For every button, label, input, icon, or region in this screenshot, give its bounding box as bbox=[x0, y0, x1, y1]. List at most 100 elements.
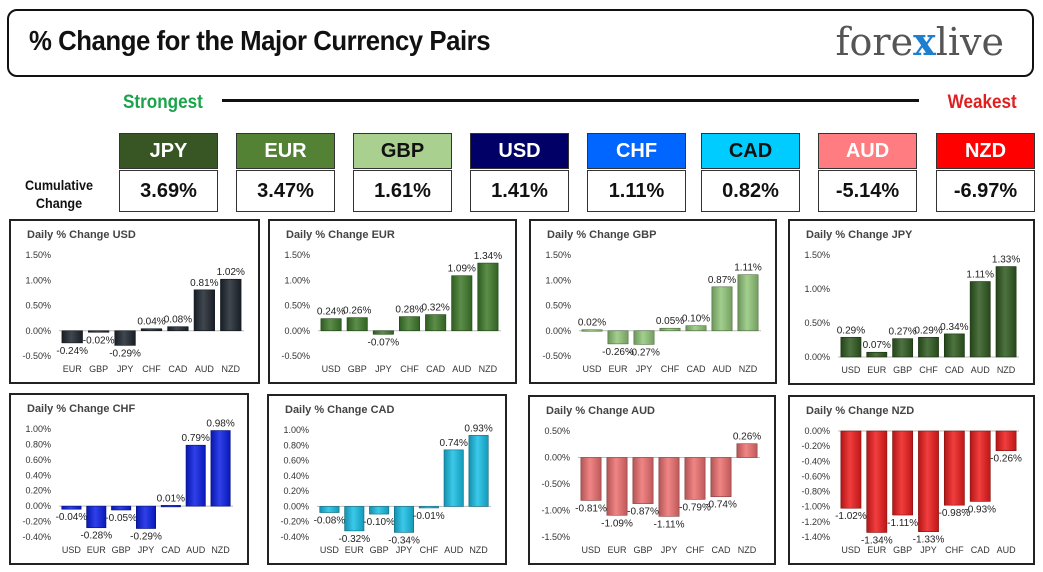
currency-header-nzd: NZD bbox=[936, 133, 1035, 169]
bar-jpy bbox=[114, 330, 136, 346]
bar-jpy bbox=[372, 330, 394, 335]
x-tick-label: CAD bbox=[711, 545, 731, 555]
data-label: -0.29% bbox=[109, 348, 141, 359]
x-tick-label: AUD bbox=[971, 365, 991, 375]
y-tick-label: -1.50% bbox=[541, 532, 570, 542]
y-tick-label: 0.80% bbox=[283, 440, 309, 450]
data-label: 0.29% bbox=[837, 325, 865, 336]
bar-usd bbox=[840, 336, 862, 358]
x-tick-label: NZD bbox=[739, 364, 758, 374]
y-tick-label: 0.60% bbox=[25, 455, 51, 465]
data-label: -0.28% bbox=[80, 531, 112, 542]
data-label: 1.11% bbox=[966, 270, 994, 281]
data-label: -0.87% bbox=[627, 507, 659, 518]
bar-gbp bbox=[892, 338, 914, 358]
chart-title: Daily % Change JPY bbox=[806, 229, 913, 241]
x-tick-label: USD bbox=[841, 545, 861, 555]
data-label: -0.07% bbox=[368, 337, 400, 348]
data-label: 0.26% bbox=[343, 306, 371, 317]
bar-cad bbox=[685, 325, 707, 332]
y-tick-label: 1.00% bbox=[545, 275, 571, 285]
y-tick-label: 0.00% bbox=[284, 326, 310, 336]
y-tick-label: 0.50% bbox=[25, 301, 51, 311]
x-tick-label: EUR bbox=[608, 364, 628, 374]
bar-eur bbox=[61, 330, 83, 344]
x-tick-label: CAD bbox=[168, 364, 188, 374]
y-tick-label: -0.40% bbox=[801, 456, 830, 466]
data-label: 0.28% bbox=[395, 305, 423, 316]
bar-gbp bbox=[892, 430, 914, 516]
data-label: 0.79% bbox=[182, 433, 210, 444]
y-tick-label: 1.50% bbox=[545, 250, 571, 260]
chart-jpy: Daily % Change JPY 0.00% 0.50% 1.00% 1.50% 0.… bbox=[788, 219, 1035, 385]
bar-jpy bbox=[394, 506, 414, 533]
x-tick-label: EUR bbox=[345, 545, 365, 555]
bar-jpy bbox=[633, 330, 655, 345]
bar-eur bbox=[866, 351, 888, 358]
x-tick-label: AUD bbox=[712, 364, 732, 374]
chart-svg: Daily % Change EUR -0.50% 0.00% 0.50% 1.00% 1… bbox=[281, 229, 502, 374]
x-tick-label: NZD bbox=[479, 364, 498, 374]
bar-cad bbox=[425, 314, 447, 332]
y-tick-label: -0.50% bbox=[281, 351, 310, 361]
x-tick-label: NZD bbox=[469, 545, 488, 555]
x-tick-label: JPY bbox=[396, 545, 413, 555]
x-tick-label: EUR bbox=[607, 545, 627, 555]
y-tick-label: -1.00% bbox=[541, 506, 570, 516]
data-label: 1.33% bbox=[992, 255, 1020, 266]
bar-cad bbox=[710, 457, 732, 498]
x-tick-label: AUD bbox=[997, 545, 1017, 555]
y-tick-label: -0.60% bbox=[801, 471, 830, 481]
data-label: 0.34% bbox=[940, 322, 968, 333]
data-label: 0.81% bbox=[190, 278, 218, 289]
data-label: 0.04% bbox=[137, 317, 165, 328]
bar-usd bbox=[581, 329, 603, 332]
y-tick-label: 1.00% bbox=[283, 425, 309, 435]
data-label: -1.09% bbox=[601, 518, 633, 529]
x-tick-label: GBP bbox=[893, 365, 912, 375]
x-tick-label: CAD bbox=[686, 364, 706, 374]
x-tick-label: JPY bbox=[920, 545, 937, 555]
chart-eur: Daily % Change EUR -0.50% 0.00% 0.50% 1.00% 1… bbox=[268, 219, 517, 384]
cumulative-change-label: Cumulative Change bbox=[25, 177, 93, 211]
currency-value-aud: -5.14% bbox=[818, 170, 917, 212]
bar-chf bbox=[918, 336, 939, 358]
chart-svg: Daily % Change NZD -1.40% -1.20% -1.00% -0.8… bbox=[801, 405, 1022, 555]
x-tick-label: USD bbox=[320, 545, 340, 555]
x-tick-label: NZD bbox=[222, 364, 241, 374]
data-label: -0.05% bbox=[105, 513, 137, 524]
chart-usd: Daily % Change USD -0.50% 0.00% 0.50% 1.00% 1… bbox=[9, 219, 260, 384]
x-tick-label: JPY bbox=[661, 545, 678, 555]
x-tick-label: AUD bbox=[452, 364, 472, 374]
data-label: 0.27% bbox=[888, 327, 916, 338]
chart-svg: Daily % Change GBP -0.50% 0.00% 0.50% 1.00% 1… bbox=[542, 229, 761, 374]
bar-usd bbox=[320, 318, 342, 332]
chart-aud: Daily % Change AUD -1.50% -1.00% -0.50% 0.00… bbox=[528, 395, 776, 565]
x-tick-label: CAD bbox=[945, 365, 965, 375]
bar-usd bbox=[61, 505, 82, 510]
data-label: -0.29% bbox=[130, 532, 162, 543]
data-label: -0.26% bbox=[602, 347, 634, 358]
y-tick-label: 0.00% bbox=[804, 426, 830, 436]
chart-title: Daily % Change NZD bbox=[806, 405, 914, 417]
chart-title: Daily % Change AUD bbox=[546, 405, 655, 417]
x-tick-label: USD bbox=[581, 545, 601, 555]
bar-aud bbox=[995, 430, 1017, 451]
strongest-label: Strongest bbox=[123, 92, 203, 113]
data-label: 1.34% bbox=[474, 251, 502, 262]
y-tick-label: 0.00% bbox=[25, 326, 51, 336]
ranking-arrow-line bbox=[222, 99, 919, 102]
bar-aud bbox=[185, 444, 206, 507]
y-tick-label: 1.50% bbox=[284, 250, 310, 260]
data-label: -0.98% bbox=[939, 508, 971, 519]
x-tick-label: CHF bbox=[945, 545, 964, 555]
chart-title: Daily % Change GBP bbox=[547, 229, 656, 241]
y-tick-label: 0.20% bbox=[283, 486, 309, 496]
data-label: -0.79% bbox=[679, 502, 711, 513]
bar-nzd bbox=[736, 443, 758, 458]
y-tick-label: 0.50% bbox=[545, 301, 571, 311]
data-label: -1.11% bbox=[654, 519, 685, 530]
bar-usd bbox=[319, 506, 340, 513]
data-label: -1.11% bbox=[887, 518, 918, 529]
y-tick-label: 1.00% bbox=[804, 284, 830, 294]
